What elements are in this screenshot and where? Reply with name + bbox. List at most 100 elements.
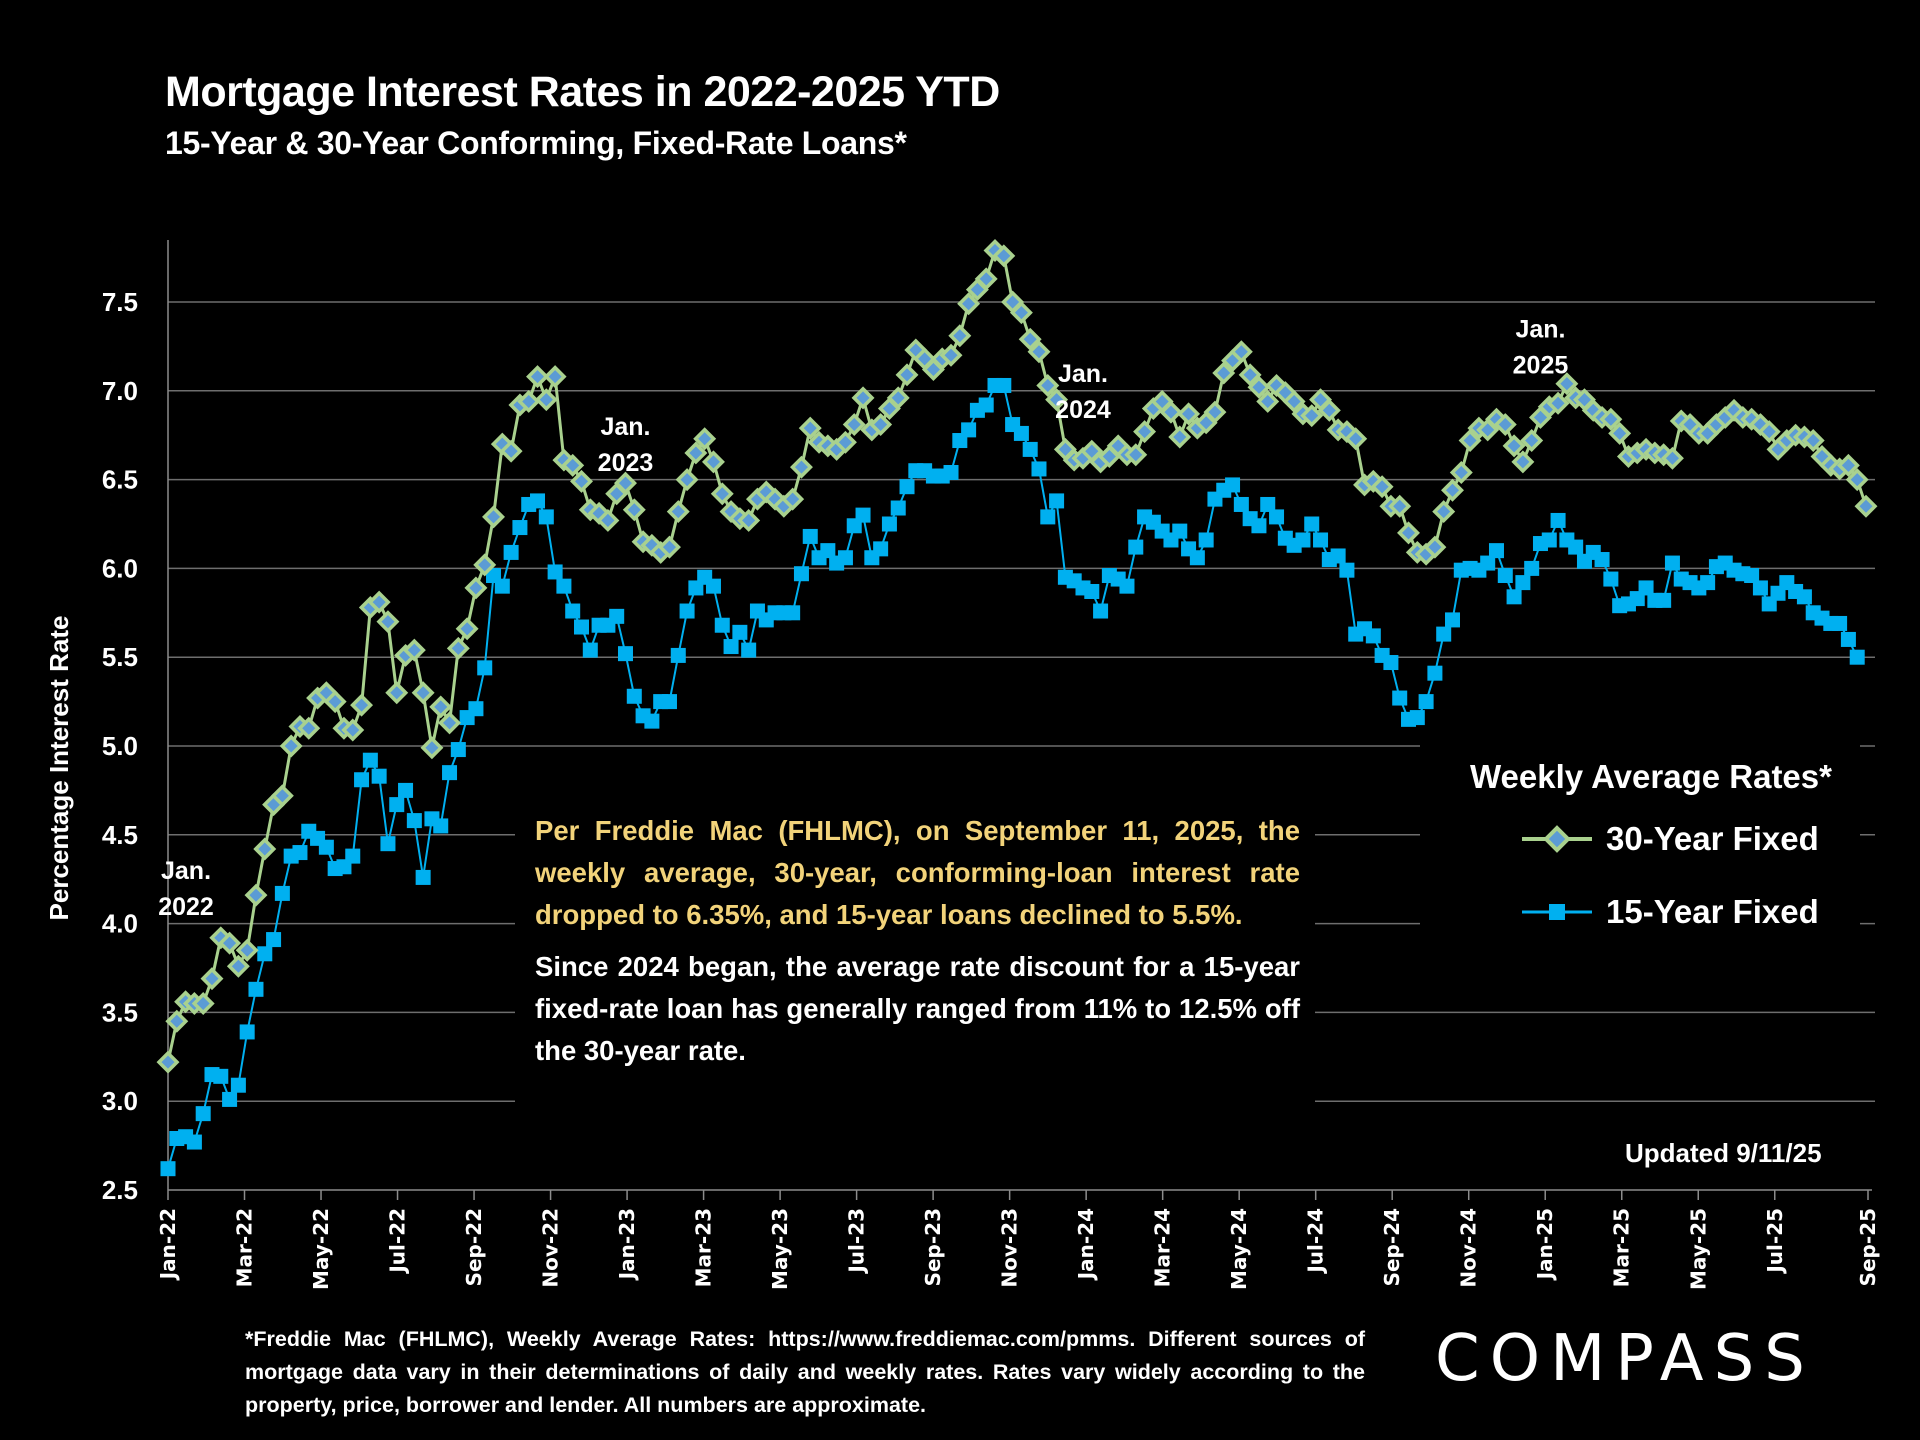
y-tick-label: 7.5	[102, 287, 138, 317]
data-point-15-year	[1128, 539, 1144, 555]
data-point-15-year	[1594, 552, 1610, 568]
x-tick-label: May-25	[1686, 1208, 1710, 1290]
data-point-15-year	[899, 479, 915, 495]
x-tick-label: Jan-23	[615, 1208, 639, 1281]
data-point-15-year	[1664, 555, 1680, 571]
data-point-15-year	[494, 578, 510, 594]
data-point-30-year	[191, 992, 215, 1015]
data-point-30-year	[684, 441, 708, 465]
legend-item-30-year: 30-Year Fixed	[1522, 820, 1819, 858]
data-point-15-year	[1022, 441, 1038, 457]
data-point-15-year	[1233, 496, 1249, 512]
data-point-30-year	[385, 681, 409, 705]
data-point-30-year	[323, 690, 347, 714]
data-point-15-year	[626, 688, 642, 704]
data-point-30-year	[1845, 468, 1869, 492]
data-point-30-year	[1177, 402, 1201, 426]
y-tick-label: 5.5	[102, 642, 138, 672]
x-tick-label: Jul-25	[1763, 1208, 1787, 1275]
data-point-15-year	[609, 608, 625, 624]
data-point-15-year	[793, 566, 809, 582]
y-tick-label: 3.5	[102, 997, 138, 1027]
data-point-30-year	[1502, 434, 1526, 458]
data-point-30-year	[350, 693, 374, 717]
x-tick-label: Mar-22	[233, 1208, 257, 1287]
data-point-15-year	[1330, 548, 1346, 564]
data-point-30-year	[1168, 425, 1192, 449]
data-point-30-year	[367, 590, 391, 614]
data-point-30-year	[165, 1009, 189, 1033]
data-point-15-year	[1119, 578, 1135, 594]
data-point-15-year	[257, 946, 273, 962]
data-point-30-year	[1133, 420, 1157, 444]
data-point-30-year	[869, 413, 893, 437]
data-point-15-year	[732, 624, 748, 640]
x-tick-label: Jan-25	[1533, 1208, 1557, 1281]
data-point-30-year	[1388, 494, 1412, 518]
data-point-15-year	[1093, 603, 1109, 619]
data-point-30-year	[693, 427, 717, 451]
x-tick-label: Mar-23	[692, 1208, 716, 1287]
x-tick-label: Mar-24	[1151, 1208, 1175, 1287]
data-point-15-year	[450, 742, 466, 758]
x-tick-label: May-24	[1227, 1208, 1251, 1290]
data-point-15-year	[239, 1024, 255, 1040]
data-point-30-year	[526, 365, 549, 389]
data-point-30-year	[1397, 521, 1420, 545]
data-point-30-year	[1449, 461, 1473, 484]
data-point-15-year	[1506, 589, 1522, 605]
legend-title: Weekly Average Rates*	[1470, 758, 1832, 795]
y-tick-label: 7.0	[102, 376, 138, 406]
data-point-15-year	[1840, 631, 1856, 647]
data-point-30-year	[1229, 340, 1253, 364]
data-point-30-year	[1441, 478, 1464, 502]
data-point-30-year	[1801, 429, 1825, 453]
x-tick-labels: Jan-22 Mar-22 May-22 Jul-22 Sep-22 Nov-22 Jan-…	[156, 1190, 1880, 1290]
data-point-15-year	[873, 541, 889, 557]
annotation-label: Jan.	[1058, 360, 1108, 388]
x-tick-label: Jul-22	[386, 1208, 410, 1275]
data-point-15-year	[890, 500, 906, 516]
data-point-30-year	[992, 244, 1016, 268]
data-point-15-year	[1392, 690, 1408, 706]
data-point-15-year	[345, 848, 361, 864]
data-point-30-year	[1511, 450, 1535, 474]
data-point-30-year	[842, 413, 866, 437]
x-tick-label: Jan-22	[156, 1208, 180, 1281]
data-point-15-year	[222, 1091, 238, 1107]
data-point-15-year	[996, 377, 1012, 393]
data-point-30-year	[200, 967, 224, 991]
diamond-marker-icon	[1522, 825, 1592, 853]
data-point-15-year	[1339, 562, 1355, 578]
data-point-30-year	[948, 324, 972, 348]
data-point-30-year	[789, 455, 813, 479]
data-point-15-year	[1796, 589, 1812, 605]
data-point-15-year	[415, 869, 431, 885]
data-point-15-year	[1849, 649, 1865, 665]
data-point-15-year	[1260, 496, 1276, 512]
data-point-30-year	[561, 453, 585, 477]
data-point-15-year	[714, 617, 730, 633]
y-axis-label: Percentage Interest Rate	[44, 616, 74, 921]
data-point-15-year	[1744, 568, 1760, 584]
y-tick-label: 4.5	[102, 820, 138, 850]
data-point-30-year	[420, 736, 444, 760]
data-point-15-year	[837, 550, 853, 566]
data-point-30-year	[253, 837, 277, 861]
data-point-15-year	[1700, 575, 1716, 591]
data-point-30-year	[1757, 420, 1781, 444]
data-point-30-year	[543, 365, 567, 389]
data-point-15-year	[1603, 571, 1619, 587]
square-marker-icon	[1522, 904, 1592, 920]
data-point-15-year	[644, 713, 660, 729]
data-point-30-year	[244, 883, 268, 907]
data-point-15-year	[406, 813, 422, 829]
data-point-15-year	[362, 752, 378, 768]
callout-background	[515, 800, 1315, 1120]
annotation-label: Jan.	[600, 413, 650, 441]
data-point-15-year	[248, 981, 264, 997]
data-point-15-year	[1418, 694, 1434, 710]
data-point-30-year	[798, 416, 822, 440]
data-point-30-year	[402, 638, 426, 662]
